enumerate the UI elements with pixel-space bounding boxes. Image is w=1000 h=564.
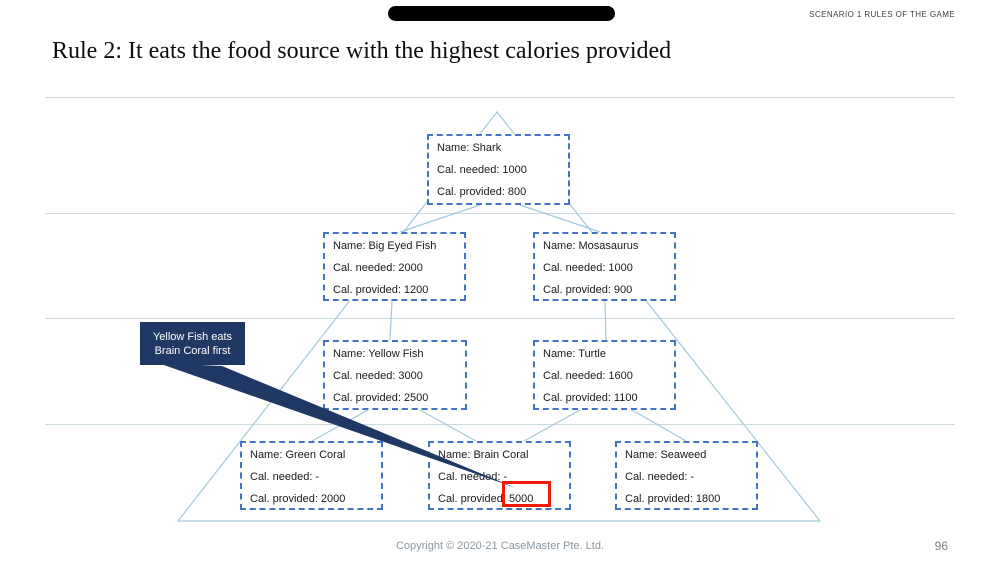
node-name: Name: Shark bbox=[437, 142, 502, 154]
node-cal-provided: Cal. provided: 900 bbox=[543, 284, 633, 296]
edge-shark-bigeyedfish bbox=[399, 204, 481, 233]
copyright-text: Copyright © 2020-21 CaseMaster Pte. Ltd. bbox=[395, 540, 605, 552]
node-name: Name: Mosasaurus bbox=[543, 240, 639, 252]
node-name: Name: Green Coral bbox=[250, 449, 346, 461]
edge-turtle-seaweed bbox=[631, 409, 687, 442]
callout-text: Yellow Fish eats Brain Coral first bbox=[152, 330, 233, 357]
node-cal-provided: Cal. provided: 800 bbox=[437, 186, 527, 198]
scenario-label: SCENARIO 1 RULES OF THE GAME bbox=[809, 10, 955, 19]
node-cal-needed: Cal. needed: 2000 bbox=[333, 262, 423, 274]
node-name: Name: Seaweed bbox=[625, 449, 707, 461]
node-cal-provided: Cal. provided: 2000 bbox=[250, 493, 346, 505]
node-mosasaurus: Name: Mosasaurus Cal. needed: 1000 Cal. … bbox=[533, 232, 676, 301]
top-black-bar bbox=[388, 6, 615, 21]
edge-bigeyedfish-yellowfish bbox=[389, 300, 393, 341]
node-name: Name: Yellow Fish bbox=[333, 348, 424, 360]
node-name: Name: Brain Coral bbox=[438, 449, 529, 461]
edge-yellowfish-greencoral bbox=[311, 409, 369, 442]
edge-turtle-braincoral bbox=[523, 409, 581, 442]
page-number: 96 bbox=[934, 539, 948, 553]
node-cal-needed: Cal. needed: - bbox=[625, 471, 695, 483]
horizontal-divider-2 bbox=[45, 213, 955, 214]
node-cal-needed: Cal. needed: 1600 bbox=[543, 370, 633, 382]
node-cal-needed: Cal. needed: 1000 bbox=[437, 164, 527, 176]
node-cal-needed: Cal. needed: 1000 bbox=[543, 262, 633, 274]
node-shark: Name: Shark Cal. needed: 1000 Cal. provi… bbox=[427, 134, 570, 205]
node-turtle: Name: Turtle Cal. needed: 1600 Cal. prov… bbox=[533, 340, 676, 410]
red-highlight-box bbox=[502, 481, 551, 507]
node-cal-provided: Cal. provided: 1200 bbox=[333, 284, 429, 296]
node-cal-provided: Cal. provided: 1800 bbox=[625, 493, 721, 505]
edge-mosasaurus-turtle bbox=[604, 300, 607, 341]
edge-shark-mosasaurus bbox=[519, 204, 601, 233]
node-name: Name: Big Eyed Fish bbox=[333, 240, 437, 252]
node-yellow-fish: Name: Yellow Fish Cal. needed: 3000 Cal.… bbox=[323, 340, 467, 410]
node-cal-provided: Cal. provided: 2500 bbox=[333, 392, 429, 404]
edge-yellowfish-braincoral bbox=[419, 409, 477, 442]
cal-provided-label: Cal. provided: bbox=[438, 493, 506, 505]
node-seaweed: Name: Seaweed Cal. needed: - Cal. provid… bbox=[615, 441, 758, 510]
callout-yellow-fish: Yellow Fish eats Brain Coral first bbox=[140, 322, 245, 365]
horizontal-divider-4 bbox=[45, 424, 955, 425]
node-green-coral: Name: Green Coral Cal. needed: - Cal. pr… bbox=[240, 441, 383, 510]
page-title: Rule 2: It eats the food source with the… bbox=[52, 38, 672, 64]
horizontal-divider-3 bbox=[45, 318, 955, 319]
node-cal-needed: Cal. needed: - bbox=[250, 471, 320, 483]
horizontal-divider-1 bbox=[45, 97, 955, 98]
node-name: Name: Turtle bbox=[543, 348, 606, 360]
node-big-eyed-fish: Name: Big Eyed Fish Cal. needed: 2000 Ca… bbox=[323, 232, 466, 301]
node-cal-needed: Cal. needed: 3000 bbox=[333, 370, 423, 382]
node-cal-provided: Cal. provided: 1100 bbox=[543, 392, 638, 404]
